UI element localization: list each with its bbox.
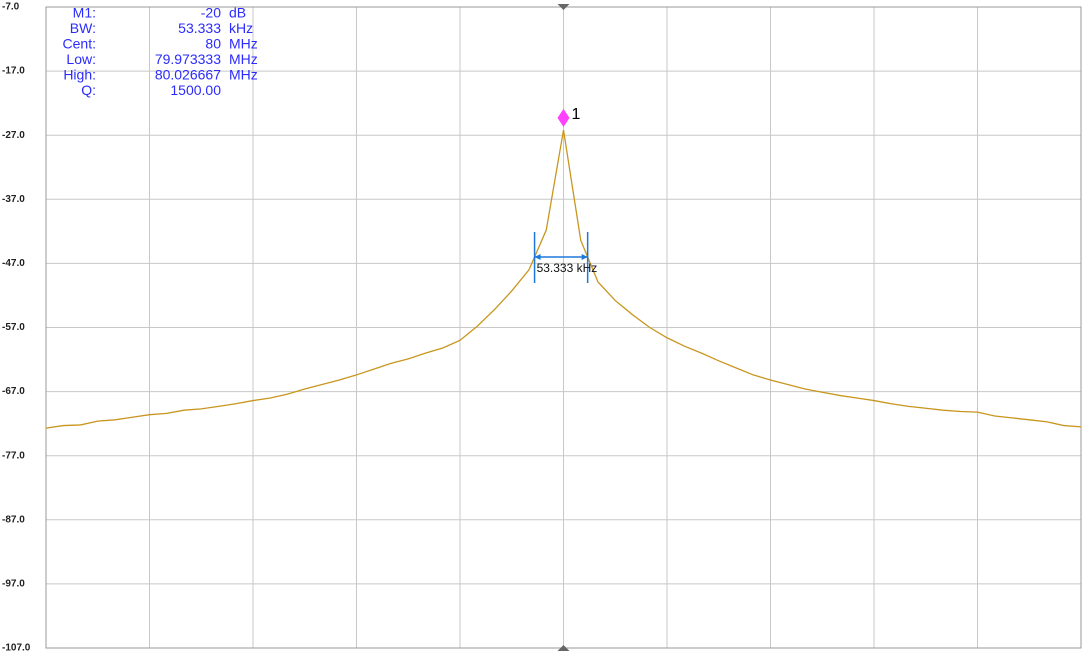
y-tick-label: -57.0	[2, 322, 25, 333]
readout-label: Cent:	[63, 36, 96, 52]
y-tick-label: -97.0	[2, 579, 25, 590]
trace	[45, 129, 1082, 429]
readout-label: Q:	[81, 82, 96, 98]
marker-label: 1	[572, 106, 581, 123]
top-indicator	[557, 4, 570, 10]
y-tick-label: -17.0	[2, 66, 25, 77]
readout-value: 80.026667	[155, 67, 221, 83]
readout-value: 1500.00	[170, 82, 221, 98]
y-tick-label: -7.0	[2, 2, 20, 13]
readout-label: High:	[63, 67, 96, 83]
bw-arrow-right	[581, 253, 588, 260]
y-tick-label: -67.0	[2, 386, 25, 397]
y-tick-label: -47.0	[2, 258, 25, 269]
bottom-indicator	[557, 645, 570, 651]
readout-value: -20	[201, 5, 221, 21]
readout-label: BW:	[70, 20, 96, 36]
readout-unit: kHz	[229, 20, 253, 36]
y-tick-label: -37.0	[2, 194, 25, 205]
y-tick-label: -27.0	[2, 130, 25, 141]
readout-label: M1:	[73, 5, 96, 21]
y-tick-label: -107.0	[2, 643, 31, 654]
readout-label: Low:	[66, 51, 96, 67]
y-tick-label: -87.0	[2, 514, 25, 525]
bw-label: 53.333 kHz	[537, 261, 598, 275]
bw-arrow-left	[534, 253, 541, 260]
readout-value: 79.973333	[155, 51, 221, 67]
readout-unit: MHz	[229, 67, 258, 83]
readout-value: 53.333	[178, 20, 221, 36]
bw-bracket	[533, 231, 589, 283]
readout-value: 80	[205, 36, 221, 52]
y-tick-label: -77.0	[2, 450, 25, 461]
readout-unit: MHz	[229, 36, 258, 52]
readout-unit: MHz	[229, 51, 258, 67]
peak-marker	[557, 108, 570, 127]
readout-unit: dB	[229, 5, 246, 21]
